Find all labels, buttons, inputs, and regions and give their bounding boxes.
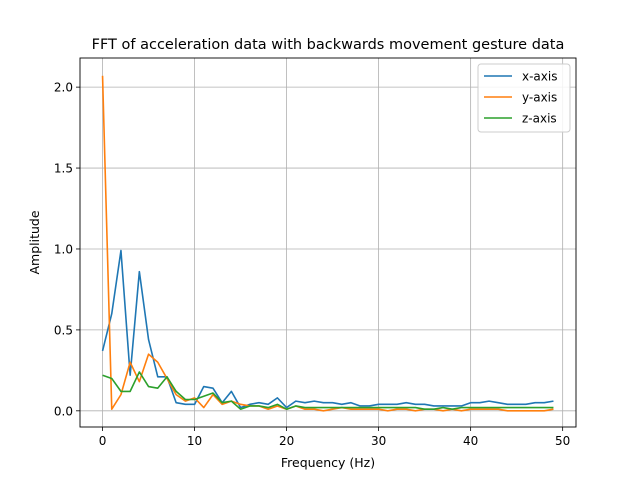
plot-frame <box>79 57 577 428</box>
legend-label-z-axis: z-axis <box>522 112 557 126</box>
y-tick-label: 1.5 <box>54 162 73 176</box>
y-tick-label: 2.0 <box>54 81 73 95</box>
legend-box <box>477 63 571 133</box>
y-axis-label: Amplitude <box>27 210 42 274</box>
series-line-x-axis <box>101 249 554 409</box>
x-tick-label: 40 <box>463 434 478 448</box>
y-tick-label: 0.0 <box>54 404 73 418</box>
x-tick-label: 50 <box>555 434 570 448</box>
series-line-z-axis <box>102 371 554 411</box>
ticks: 0 10 20 30 40 50 0.0 0.5 1.0 1.5 2.0 <box>54 81 570 448</box>
series-line-y-axis <box>101 75 554 412</box>
legend: x-axis y-axis z-axis <box>477 63 571 133</box>
legend-label-x-axis: x-axis <box>522 70 557 84</box>
chart-title: FFT of acceleration data with backwards … <box>92 37 565 53</box>
x-tick-label: 30 <box>371 434 386 448</box>
legend-label-y-axis: y-axis <box>522 91 557 105</box>
series-lines <box>101 75 554 412</box>
x-tick-label: 20 <box>279 434 294 448</box>
x-tick-label: 0 <box>99 434 107 448</box>
y-tick-label: 0.5 <box>54 323 73 337</box>
x-axis-label: Frequency (Hz) <box>281 455 375 470</box>
y-tick-label: 1.0 <box>54 242 73 256</box>
x-tick-label: 10 <box>187 434 202 448</box>
